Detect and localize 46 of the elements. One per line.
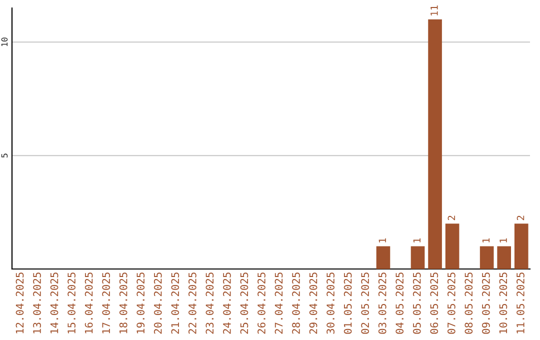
bar (410, 246, 425, 269)
x-tick-label: 05.05.2025 (412, 272, 421, 334)
data-label: 1 (482, 238, 490, 242)
x-tick-label: 08.05.2025 (464, 272, 473, 334)
x-tick-label: 02.05.2025 (361, 272, 370, 334)
x-tick-label: 18.04.2025 (119, 272, 128, 334)
x-tick-label: 14.04.2025 (50, 272, 58, 334)
x-tick-label: 19.04.2025 (136, 272, 145, 334)
x-tick-label: 25.04.2025 (240, 272, 248, 334)
x-tick-label: 20.04.2025 (154, 272, 162, 334)
x-tick-label: 23.04.2025 (206, 272, 214, 334)
bar (428, 19, 442, 269)
x-tick-label: 21.04.2025 (171, 272, 180, 334)
x-tick-label: 24.04.2025 (223, 272, 231, 334)
x-tick-label: 28.04.2025 (292, 272, 300, 334)
x-tick-label: 22.04.2025 (188, 272, 196, 334)
data-label: 2 (516, 216, 524, 220)
x-tick-label: 17.04.2025 (102, 272, 110, 334)
bar (480, 246, 494, 269)
y-tick-label: 5 (1, 154, 8, 158)
data-label: 1 (413, 238, 420, 242)
x-tick-label: 11.05.2025 (516, 272, 524, 334)
data-label: 1 (378, 238, 386, 242)
x-tick-label: 13.04.2025 (33, 272, 41, 334)
x-tick-label: 03.05.2025 (378, 272, 386, 334)
bar (445, 224, 460, 269)
y-tick-label: 10 (1, 38, 8, 46)
x-tick-label: 06.05.2025 (430, 272, 438, 334)
x-tick-label: 27.04.2025 (274, 272, 283, 334)
bar (497, 246, 512, 269)
x-tick-label: 01.05.2025 (344, 272, 352, 334)
data-label: 1 (500, 238, 507, 242)
x-tick-label: 26.04.2025 (258, 272, 266, 334)
bar (376, 246, 390, 269)
x-tick-label: 07.05.2025 (447, 272, 456, 334)
x-tick-label: 29.04.2025 (309, 272, 318, 334)
x-tick-label: 10.05.2025 (499, 272, 508, 334)
bar (514, 224, 528, 269)
x-tick-label: 09.05.2025 (482, 272, 490, 334)
x-tick-label: 15.04.2025 (68, 272, 76, 334)
x-tick-label: 12.04.2025 (16, 272, 24, 334)
x-tick-label: 30.04.2025 (326, 272, 334, 334)
x-tick-label: 16.04.2025 (84, 272, 93, 334)
data-label: 11 (430, 6, 438, 16)
x-tick-label: 04.05.2025 (396, 272, 404, 334)
data-label: 2 (448, 216, 456, 220)
